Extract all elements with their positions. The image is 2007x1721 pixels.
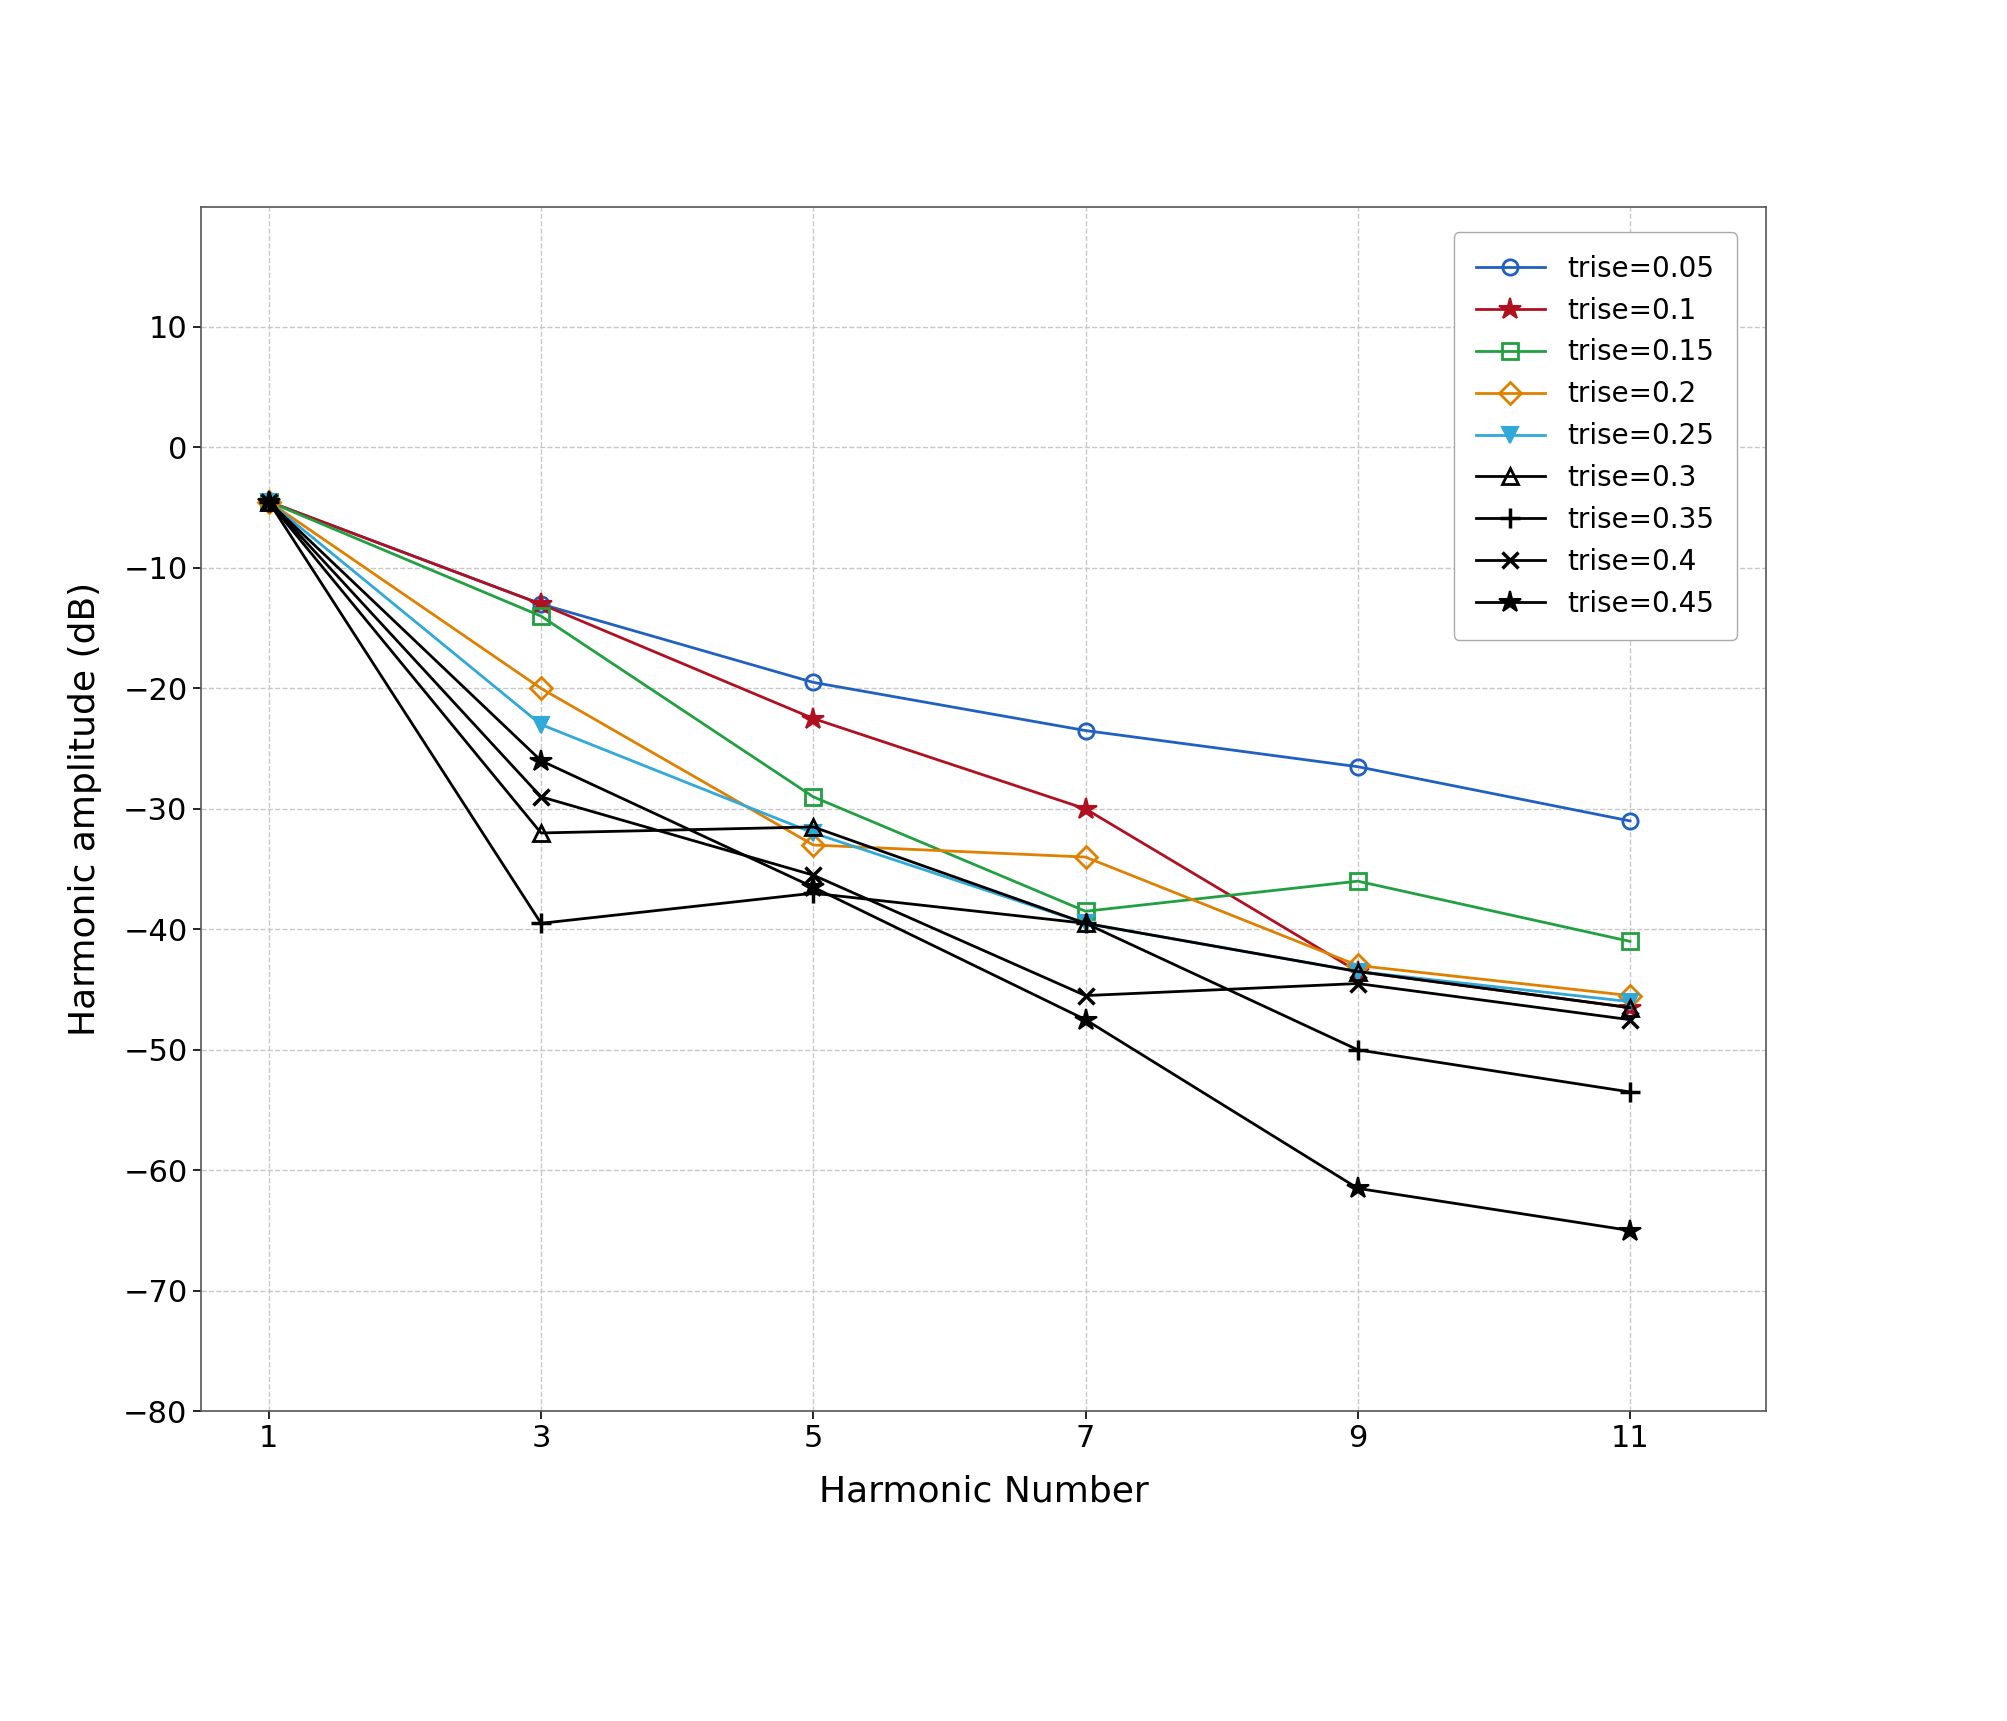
- trise=0.15: [1074, 902, 1098, 922]
- trise=0.45: [1618, 1220, 1642, 1241]
- trise=0.4: [257, 492, 281, 513]
- Line: trise=0.25: trise=0.25: [261, 494, 1638, 1009]
- trise=0.25: [257, 492, 281, 513]
- trise=0.05: [1074, 719, 1098, 740]
- trise=0.25: [1618, 991, 1642, 1012]
- trise=0.15: [801, 786, 825, 807]
- Legend: trise=0.05, trise=0.1, trise=0.15, trise=0.2, trise=0.25, trise=0.3, trise=0.35,: trise=0.05, trise=0.1, trise=0.15, trise…: [1453, 232, 1736, 640]
- trise=0.1: [801, 709, 825, 730]
- Line: trise=0.15: trise=0.15: [261, 494, 1638, 948]
- trise=0.35: [1618, 1081, 1642, 1101]
- Line: trise=0.05: trise=0.05: [261, 494, 1638, 828]
- trise=0.05: [257, 492, 281, 513]
- trise=0.45: [1074, 1009, 1098, 1029]
- trise=0.05: [801, 673, 825, 694]
- trise=0.2: [530, 678, 554, 699]
- trise=0.3: [530, 823, 554, 843]
- trise=0.1: [257, 492, 281, 513]
- trise=0.3: [801, 816, 825, 836]
- trise=0.3: [1074, 912, 1098, 933]
- trise=0.35: [530, 912, 554, 933]
- trise=0.45: [1347, 1177, 1371, 1198]
- trise=0.25: [801, 823, 825, 843]
- trise=0.15: [1618, 931, 1642, 952]
- trise=0.15: [530, 606, 554, 626]
- trise=0.25: [1074, 912, 1098, 933]
- trise=0.4: [801, 866, 825, 886]
- trise=0.05: [530, 594, 554, 614]
- X-axis label: Harmonic Number: Harmonic Number: [819, 1475, 1148, 1508]
- trise=0.1: [1618, 998, 1642, 1019]
- trise=0.2: [1618, 984, 1642, 1005]
- trise=0.1: [530, 594, 554, 614]
- trise=0.05: [1618, 811, 1642, 831]
- Line: trise=0.4: trise=0.4: [261, 494, 1638, 1027]
- trise=0.3: [1347, 960, 1371, 981]
- Line: trise=0.3: trise=0.3: [261, 494, 1638, 1015]
- trise=0.3: [257, 492, 281, 513]
- trise=0.4: [1618, 1009, 1642, 1029]
- Line: trise=0.2: trise=0.2: [261, 494, 1638, 1003]
- trise=0.35: [257, 492, 281, 513]
- Line: trise=0.35: trise=0.35: [259, 492, 1640, 1101]
- trise=0.45: [801, 878, 825, 898]
- trise=0.45: [257, 492, 281, 513]
- trise=0.35: [801, 883, 825, 904]
- trise=0.4: [1074, 984, 1098, 1005]
- trise=0.4: [530, 786, 554, 807]
- trise=0.35: [1074, 912, 1098, 933]
- Line: trise=0.1: trise=0.1: [257, 490, 1642, 1019]
- trise=0.25: [1347, 960, 1371, 981]
- trise=0.15: [1347, 871, 1371, 891]
- trise=0.25: [530, 714, 554, 735]
- trise=0.35: [1347, 1039, 1371, 1060]
- trise=0.2: [801, 835, 825, 855]
- trise=0.1: [1347, 960, 1371, 981]
- trise=0.45: [530, 750, 554, 771]
- trise=0.2: [1347, 955, 1371, 976]
- trise=0.2: [257, 492, 281, 513]
- trise=0.4: [1347, 974, 1371, 995]
- trise=0.15: [257, 492, 281, 513]
- trise=0.1: [1074, 799, 1098, 819]
- trise=0.2: [1074, 847, 1098, 867]
- Y-axis label: Harmonic amplitude (dB): Harmonic amplitude (dB): [68, 582, 102, 1036]
- trise=0.3: [1618, 998, 1642, 1019]
- trise=0.05: [1347, 757, 1371, 778]
- Line: trise=0.45: trise=0.45: [257, 490, 1642, 1241]
